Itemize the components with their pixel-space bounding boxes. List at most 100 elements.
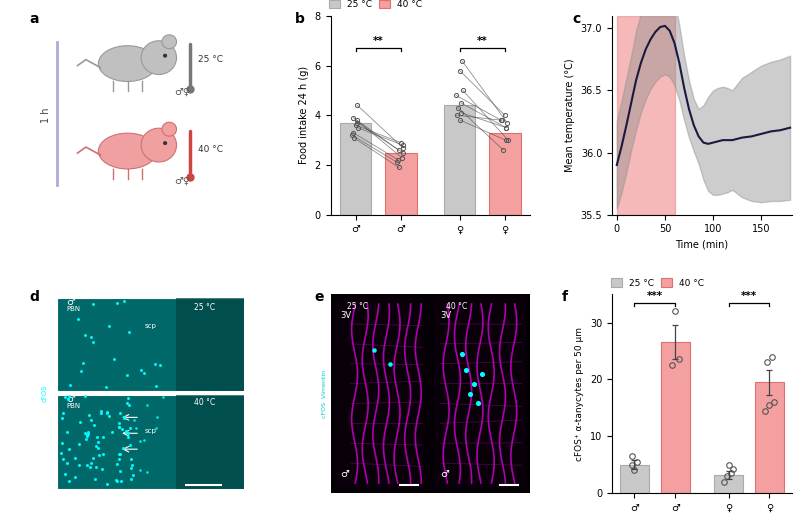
Point	[84, 333, 97, 341]
Point	[122, 429, 135, 437]
Point	[118, 297, 130, 306]
Point	[61, 458, 74, 467]
Point	[134, 437, 146, 446]
Point	[122, 394, 134, 402]
Point	[74, 367, 87, 375]
Point	[150, 381, 162, 390]
Point	[157, 392, 170, 401]
Point	[121, 370, 134, 379]
Bar	[175, 394, 244, 489]
Bar	[620, 464, 649, 493]
Point	[134, 365, 147, 374]
Point	[121, 399, 134, 408]
Point	[56, 439, 69, 447]
Point	[106, 428, 118, 436]
Bar	[661, 342, 690, 493]
Point	[126, 461, 139, 469]
Point	[78, 429, 91, 437]
Point	[150, 424, 162, 432]
Point	[123, 401, 136, 410]
Point	[114, 477, 127, 485]
Point	[58, 470, 71, 479]
Point	[117, 413, 130, 422]
Point	[94, 409, 107, 417]
Point	[123, 441, 136, 449]
Text: 25 °C: 25 °C	[198, 55, 223, 64]
Point	[138, 369, 150, 377]
Point	[138, 436, 150, 445]
Point	[68, 473, 81, 481]
Point	[125, 475, 138, 483]
Point	[62, 392, 75, 400]
Point	[110, 299, 123, 307]
Point	[122, 432, 134, 441]
Point	[120, 427, 133, 435]
Y-axis label: Mean temperature (°C): Mean temperature (°C)	[565, 58, 575, 172]
Point	[62, 477, 75, 485]
Point	[134, 466, 146, 474]
Point	[89, 475, 102, 483]
Text: 3V: 3V	[440, 311, 451, 320]
Y-axis label: cFOS⁺ α-tanycytes per 50 μm: cFOS⁺ α-tanycytes per 50 μm	[575, 326, 584, 461]
Point	[57, 455, 70, 464]
Point	[384, 359, 397, 368]
Text: 40 °C: 40 °C	[194, 399, 215, 408]
Point	[93, 450, 106, 459]
Point	[124, 424, 137, 432]
Legend: 25 °C, 40 °C: 25 °C, 40 °C	[326, 0, 426, 13]
Point	[101, 408, 114, 417]
Point	[368, 346, 381, 354]
Point	[116, 425, 129, 434]
Point	[149, 360, 162, 368]
Point	[80, 461, 93, 469]
Point	[114, 467, 127, 475]
Bar	[617, 16, 674, 215]
Point	[117, 444, 130, 452]
Point	[97, 449, 110, 458]
Point	[54, 448, 67, 457]
Text: ♂: ♂	[341, 469, 350, 479]
Point	[77, 358, 90, 367]
Point	[72, 315, 85, 324]
Point	[92, 444, 105, 453]
Point	[74, 418, 86, 426]
Point	[81, 431, 94, 440]
Bar	[755, 382, 784, 493]
Point	[96, 465, 109, 473]
Point	[113, 423, 126, 431]
Point	[460, 366, 473, 374]
Point	[102, 322, 115, 331]
Point	[113, 449, 126, 458]
Point	[62, 395, 74, 403]
Point	[101, 480, 114, 488]
Bar	[714, 475, 743, 493]
Point	[96, 433, 109, 441]
Point	[62, 445, 75, 453]
Point	[61, 427, 74, 436]
Text: ***: ***	[647, 291, 663, 301]
Bar	[434, 298, 526, 489]
Bar	[334, 298, 424, 489]
Text: ***: ***	[741, 291, 757, 301]
Point	[82, 411, 95, 419]
Text: b: b	[295, 12, 305, 26]
Point	[78, 331, 91, 339]
Point	[87, 421, 100, 429]
Text: **: **	[477, 37, 487, 47]
Point	[55, 414, 68, 423]
Point	[58, 393, 71, 401]
Bar	[57, 298, 244, 391]
Point	[110, 460, 123, 469]
Text: 1 h: 1 h	[42, 108, 51, 123]
Bar	[175, 298, 244, 391]
Point	[110, 477, 123, 485]
Circle shape	[141, 128, 177, 162]
Point	[130, 424, 142, 432]
Bar	[385, 153, 417, 215]
Point	[57, 408, 70, 417]
Text: 3V: 3V	[341, 311, 352, 320]
Point	[72, 439, 85, 448]
Point	[126, 471, 139, 479]
Y-axis label: Food intake 24 h (g): Food intake 24 h (g)	[299, 66, 309, 164]
Point	[101, 409, 114, 417]
